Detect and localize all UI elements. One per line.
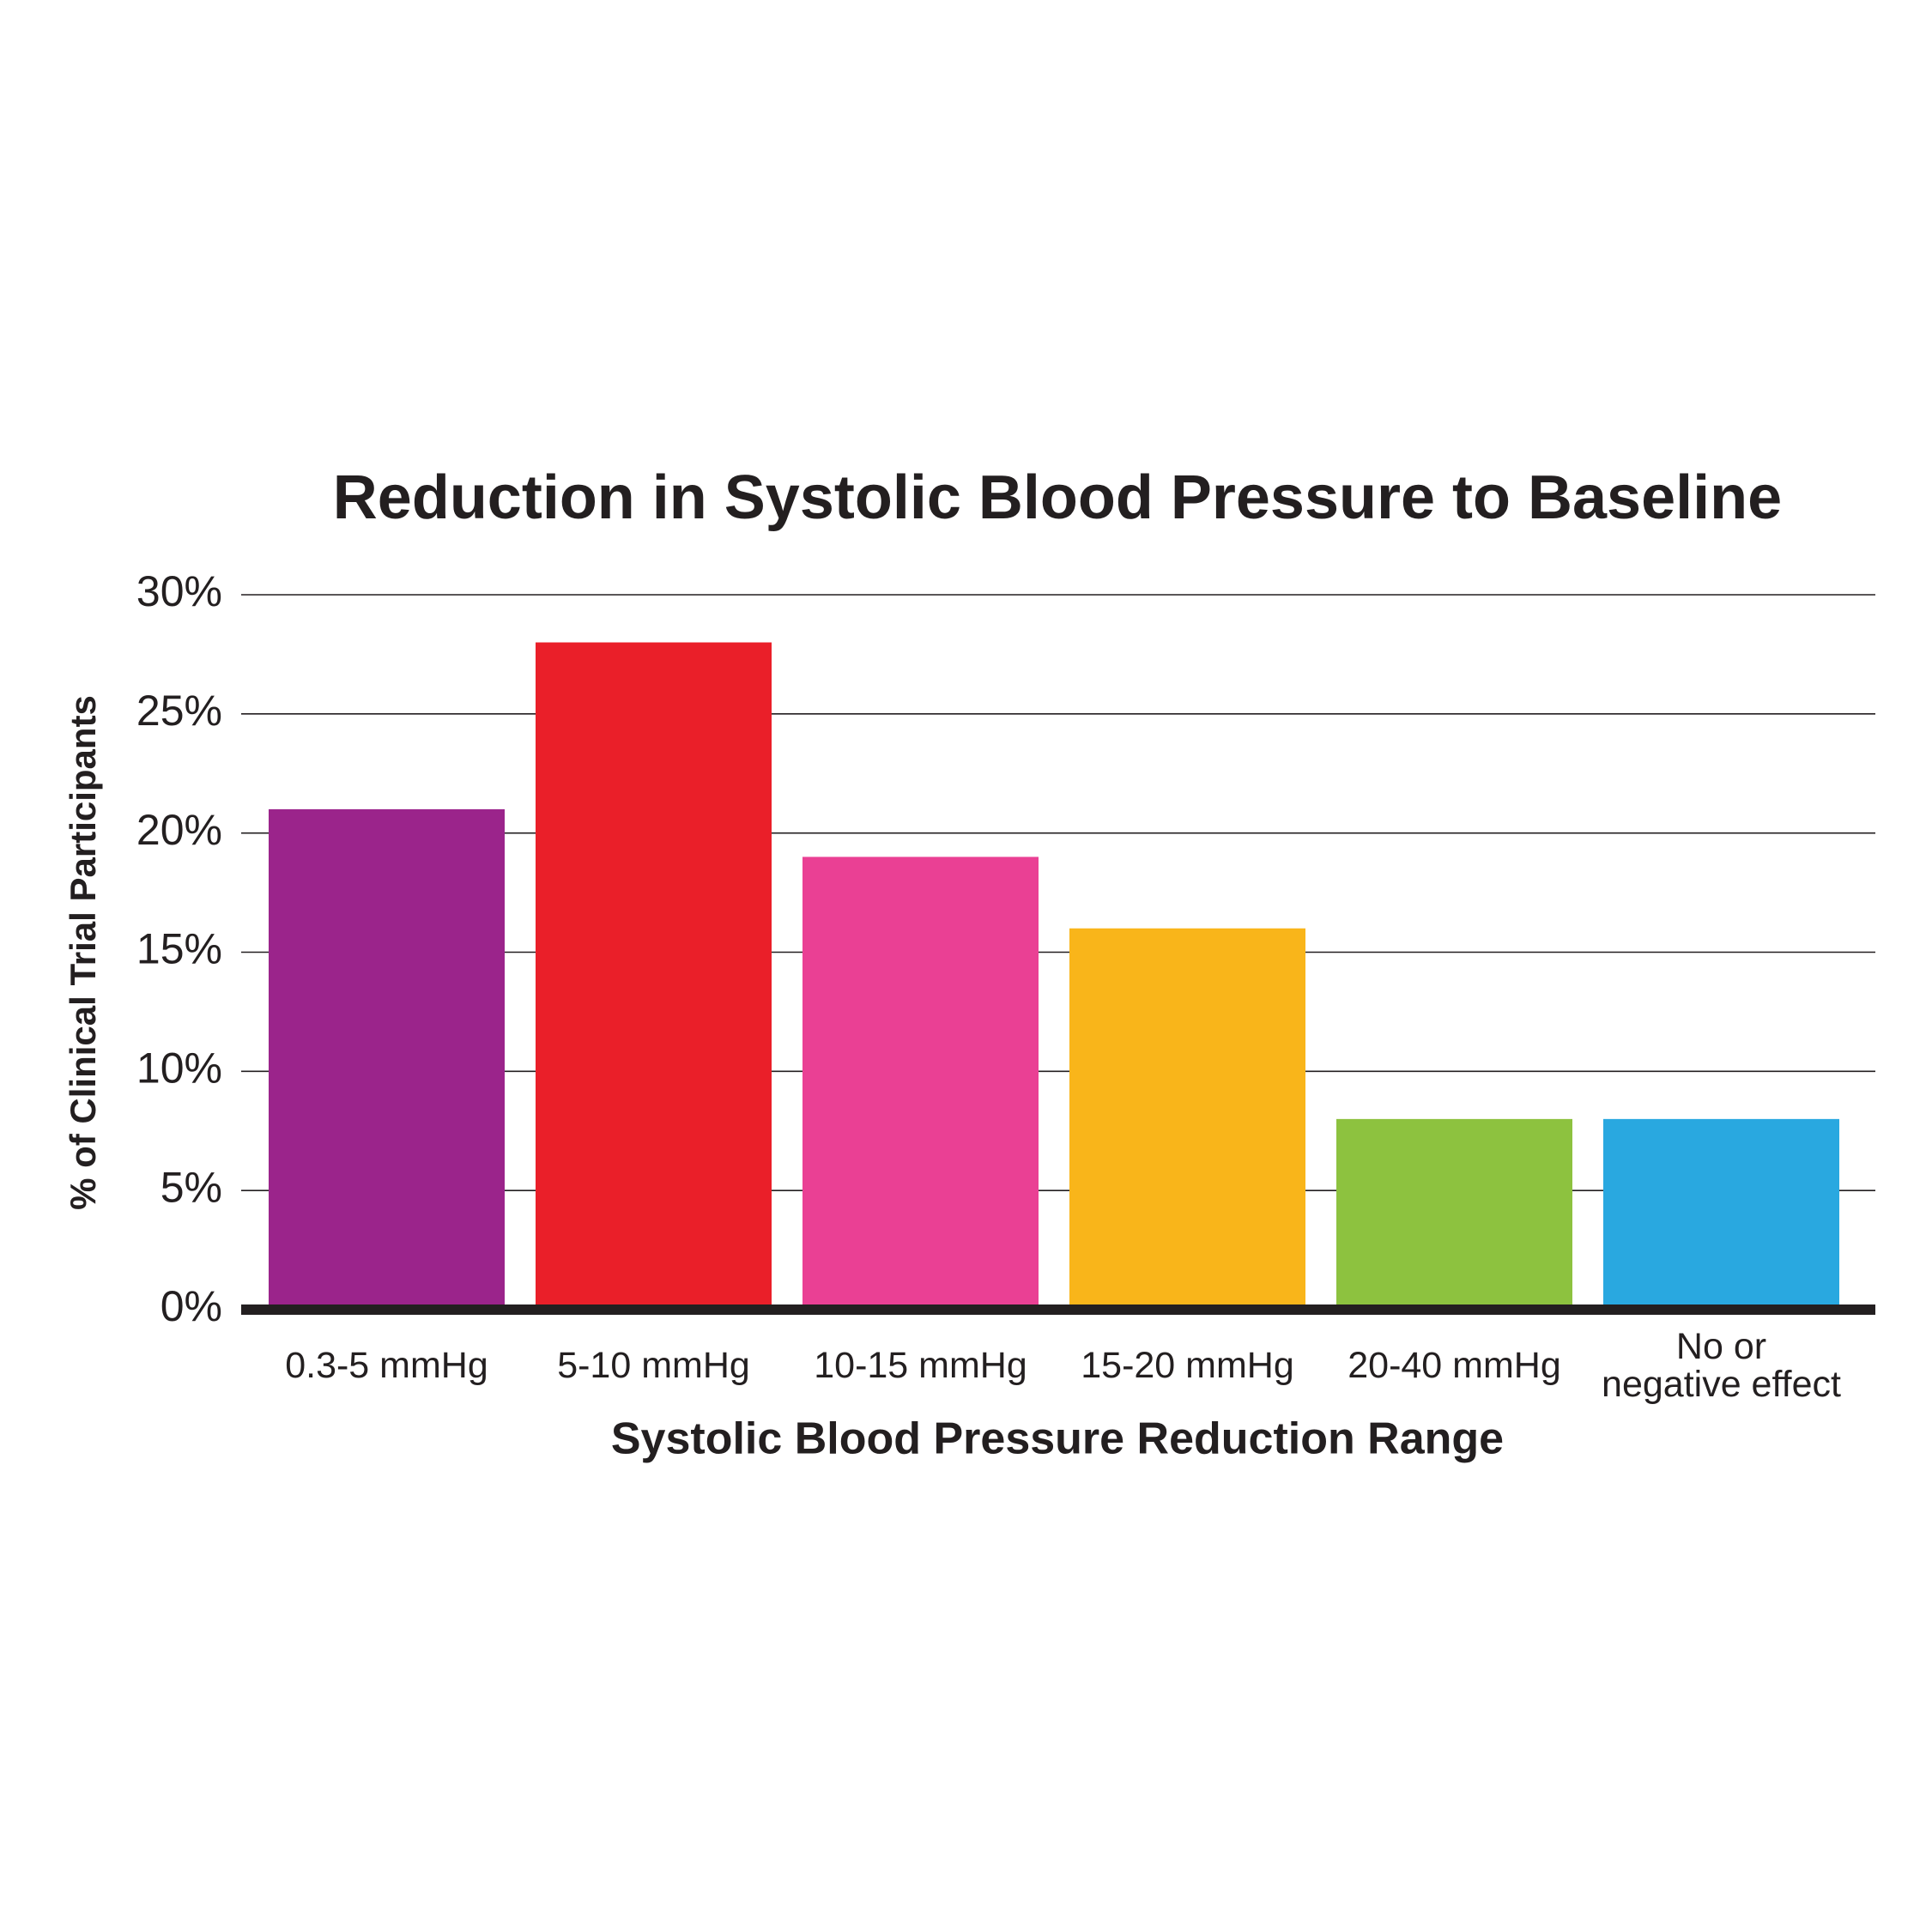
y-tick-label: 10% — [136, 1044, 222, 1093]
x-tick-label: No or negative effect — [1602, 1326, 1841, 1405]
x-axis-title: Systolic Blood Pressure Reduction Range — [611, 1414, 1504, 1464]
y-tick-label: 0% — [160, 1282, 222, 1330]
chart-title: Reduction in Systolic Blood Pressure to … — [333, 463, 1782, 532]
bar — [269, 808, 505, 1310]
y-axis-title: % of Clinical Trial Participants — [63, 695, 103, 1210]
bar — [1603, 1118, 1839, 1310]
y-tick-label: 30% — [136, 567, 222, 615]
x-tick-label-line: 15-20 mmHg — [1081, 1345, 1294, 1386]
x-tick-label: 10-15 mmHg — [814, 1345, 1027, 1386]
x-tick-label-line: 10-15 mmHg — [814, 1345, 1027, 1386]
y-tick-label: 25% — [136, 687, 222, 735]
x-tick-label-line: No or — [1676, 1326, 1766, 1367]
x-tick-label-line: 0.3-5 mmHg — [285, 1345, 488, 1386]
y-tick-label: 15% — [136, 925, 222, 973]
x-tick-label: 20-40 mmHg — [1348, 1345, 1561, 1386]
x-tick-label: 15-20 mmHg — [1081, 1345, 1294, 1386]
x-tick-label-line: negative effect — [1602, 1364, 1841, 1405]
bar — [1336, 1118, 1572, 1310]
x-tick-label: 0.3-5 mmHg — [285, 1345, 488, 1386]
bar — [802, 857, 1039, 1310]
x-tick-label-line: 20-40 mmHg — [1348, 1345, 1561, 1386]
x-tick-label-line: 5-10 mmHg — [557, 1345, 750, 1386]
y-tick-label: 20% — [136, 806, 222, 854]
bar — [1069, 928, 1305, 1310]
x-tick-label: 5-10 mmHg — [557, 1345, 750, 1386]
bar — [536, 642, 772, 1310]
y-tick-label: 5% — [160, 1163, 222, 1211]
